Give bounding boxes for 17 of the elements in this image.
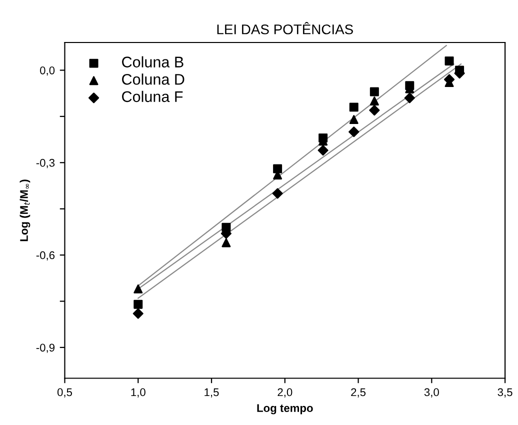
y-tick-label: -0,9: [36, 344, 55, 353]
legend-label: Coluna D: [122, 74, 184, 85]
x-tick-label: 2,5: [351, 388, 366, 398]
x-tick-label: 3,0: [424, 388, 439, 398]
chart-title: LEI DAS POTÊNCIAS: [217, 22, 353, 34]
x-axis-title: Log tempo: [257, 404, 313, 414]
y-tick-label: -0,3: [36, 158, 55, 168]
x-tick-label: 2,0: [278, 388, 292, 398]
x-tick-label: 1,5: [204, 388, 219, 398]
y-tick-label: -0,6: [36, 251, 55, 260]
y-tick-label: 0,0: [40, 66, 55, 76]
legend-label: Coluna F: [122, 90, 183, 102]
x-tick-label: 1,0: [131, 388, 146, 398]
x-tick-label: 3,5: [498, 388, 512, 398]
legend-label: Coluna B: [122, 56, 184, 68]
y-axis-title: Log (M$_{t}$/M$_{∞}$): [20, 180, 30, 242]
x-tick-label: 0,5: [57, 388, 72, 398]
